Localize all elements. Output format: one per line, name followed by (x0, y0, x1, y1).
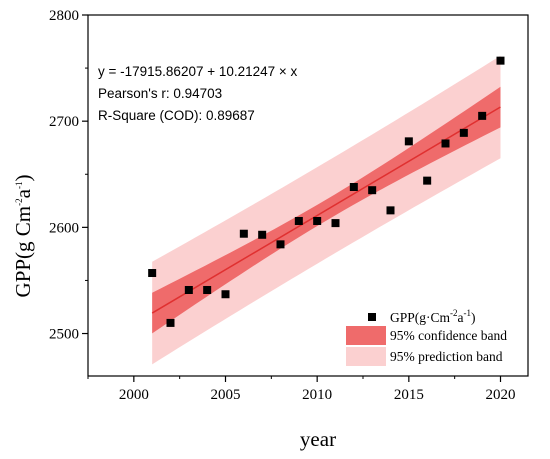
data-point (221, 290, 230, 299)
data-point (166, 318, 175, 327)
legend-swatch-confidence (346, 326, 386, 345)
plot-frame (87, 14, 529, 377)
legend-label-points: GPP(g·Cm-2a-1) (390, 308, 476, 325)
legend: GPP(g·Cm-2a-1) 95% confidence band 95% p… (346, 308, 507, 366)
y-tick-label: 2700 (49, 114, 79, 130)
x-tick-label: 2015 (394, 387, 424, 403)
data-point (331, 219, 340, 228)
axes: 2000 2005 2010 2015 2020 2500 2600 2700 2800 (49, 8, 529, 403)
x-tick-label: 2000 (119, 387, 149, 403)
data-point (368, 186, 377, 195)
rsquare-annotation: R-Square (COD): 0.89687 (98, 108, 255, 123)
fit-line-path (151, 106, 501, 314)
data-point (478, 111, 487, 120)
legend-label-confidence: 95% confidence band (390, 328, 507, 343)
legend-label-prediction: 95% prediction band (390, 349, 503, 364)
x-tick-label: 2010 (302, 387, 332, 403)
y-axis-title: GPP(g Cm-2a-1) (11, 175, 35, 298)
data-point (423, 176, 432, 185)
data-point (239, 229, 248, 238)
x-tick-label: 2005 (211, 387, 241, 403)
data-point (276, 240, 285, 249)
fit-line (151, 106, 501, 314)
data-point (404, 137, 413, 146)
data-point (203, 285, 212, 294)
data-point (386, 206, 395, 215)
legend-swatch-prediction (346, 347, 386, 366)
data-point (184, 285, 193, 294)
y-tick-label: 2500 (49, 327, 79, 343)
data-points (148, 56, 505, 327)
data-point (459, 128, 468, 137)
data-point (258, 230, 267, 239)
legend-marker-points (368, 313, 376, 321)
data-point (313, 216, 322, 225)
data-point (441, 139, 450, 148)
pearson-annotation: Pearson's r: 0.94703 (98, 86, 222, 101)
y-tick-label: 2800 (49, 8, 79, 24)
data-point (148, 269, 157, 278)
x-tick-label: 2020 (486, 387, 516, 403)
data-point (294, 216, 303, 225)
data-point (349, 183, 358, 192)
data-point (496, 56, 505, 65)
y-tick-label: 2600 (49, 220, 79, 236)
x-axis-title: year (300, 427, 336, 451)
equation-annotation: y = -17915.86207 + 10.21247 × x (98, 64, 298, 79)
